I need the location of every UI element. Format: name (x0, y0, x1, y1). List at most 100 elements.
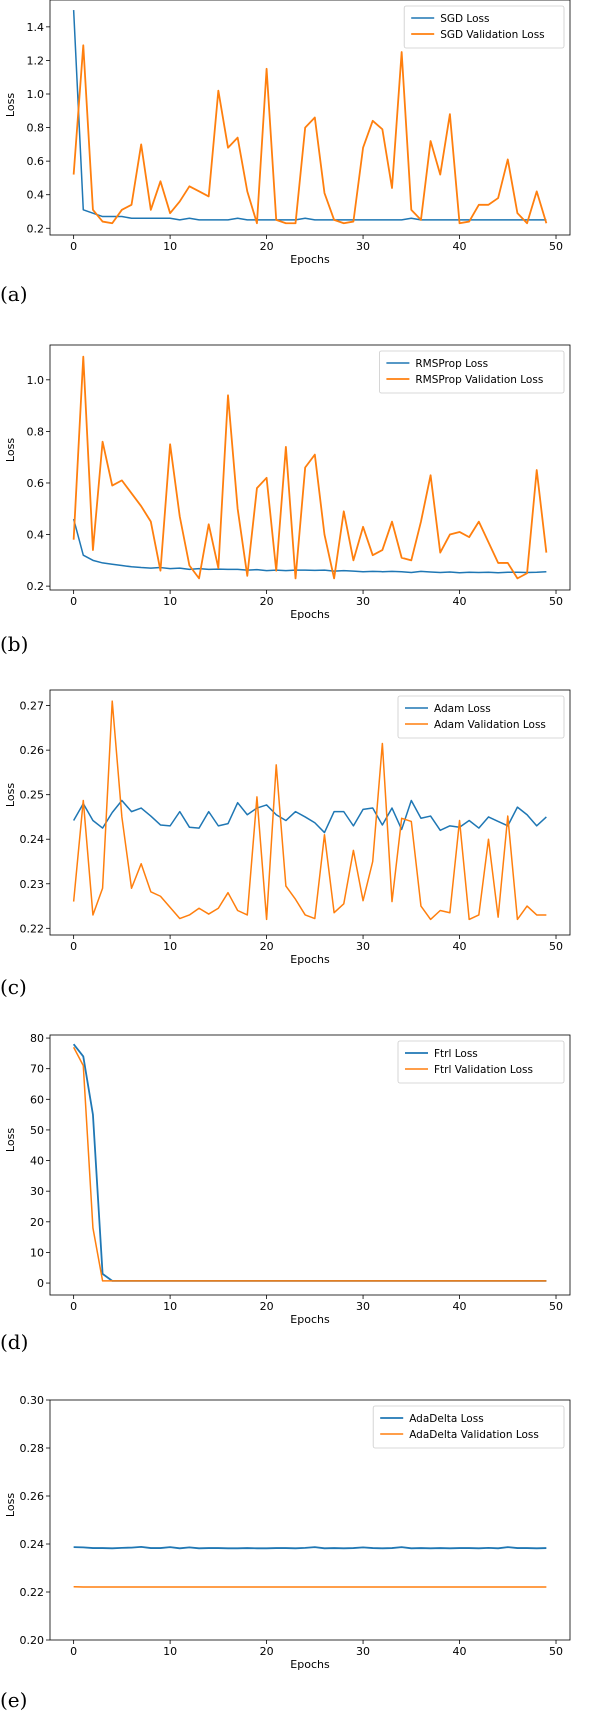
x-tick-label: 40 (453, 240, 467, 253)
legend-label: AdaDelta Validation Loss (409, 1429, 539, 1441)
x-tick-label: 30 (356, 940, 370, 953)
legend-label: Adam Validation Loss (434, 719, 546, 731)
x-tick-label: 10 (163, 1645, 177, 1658)
y-tick-label: 0.24 (20, 1538, 45, 1551)
x-tick-label: 20 (260, 1645, 274, 1658)
chart-b: 0 10 20 30 40 50 0.2 0.4 0.6 0.8 1.0 Epochs Loss RMSP… (0, 345, 592, 690)
y-tick-label: 0.22 (20, 1586, 45, 1599)
x-tick-label: 10 (163, 595, 177, 608)
x-tick-label: 20 (260, 240, 274, 253)
x-tick-label: 20 (260, 940, 274, 953)
y-axis-label: Loss (4, 1493, 17, 1517)
y-tick-label: 0.4 (27, 529, 45, 542)
x-tick-label: 30 (356, 240, 370, 253)
x-tick-label: 40 (453, 595, 467, 608)
y-tick-label: 40 (30, 1155, 44, 1168)
y-tick-label: 0.23 (20, 878, 45, 891)
legend-label: SGD Loss (440, 13, 489, 25)
x-tick-label: 30 (356, 1300, 370, 1313)
y-tick-label: 50 (30, 1124, 44, 1137)
legend-box (398, 1041, 564, 1083)
x-axis-label: Epochs (290, 1313, 330, 1326)
y-tick-label: 0.8 (27, 122, 45, 135)
y-tick-label: 0.6 (27, 477, 45, 490)
y-tick-label: 0.22 (20, 922, 45, 935)
legend-label: SGD Validation Loss (440, 29, 544, 41)
caption-b: (b) (0, 632, 28, 656)
caption-d: (d) (0, 1330, 28, 1354)
y-tick-label: 80 (30, 1032, 44, 1045)
x-tick-label: 0 (70, 595, 77, 608)
x-tick-label: 50 (549, 240, 563, 253)
x-tick-label: 50 (549, 1645, 563, 1658)
x-tick-label: 0 (70, 1645, 77, 1658)
y-tick-label: 0.30 (20, 1394, 45, 1407)
y-tick-label: 1.0 (27, 374, 45, 387)
panel-b: 0 10 20 30 40 50 0.2 0.4 0.6 0.8 1.0 Epochs Loss RMSP… (0, 345, 592, 690)
y-axis-label: Loss (4, 1128, 17, 1152)
panel-c: 0 10 20 30 40 50 0.22 0.23 0.24 0.25 0.26 0.27 Epoch… (0, 690, 592, 1035)
x-tick-label: 20 (260, 1300, 274, 1313)
y-tick-label: 1.2 (27, 54, 45, 67)
x-tick-label: 50 (549, 940, 563, 953)
x-tick-label: 0 (70, 1300, 77, 1313)
caption-e: (e) (0, 1688, 27, 1712)
x-tick-label: 40 (453, 1645, 467, 1658)
y-tick-label: 1.4 (27, 21, 45, 34)
y-axis-label: Loss (4, 783, 17, 807)
y-tick-label: 30 (30, 1185, 44, 1198)
legend-label: Ftrl Loss (434, 1048, 478, 1060)
x-axis-label: Epochs (290, 1658, 330, 1671)
y-tick-label: 20 (30, 1216, 44, 1229)
y-tick-label: 70 (30, 1063, 44, 1076)
x-tick-label: 50 (549, 1300, 563, 1313)
caption-a: (a) (0, 282, 28, 306)
x-tick-label: 50 (549, 595, 563, 608)
y-tick-label: 0.28 (20, 1442, 45, 1455)
x-tick-label: 40 (453, 940, 467, 953)
y-tick-label: 0.2 (27, 222, 45, 235)
y-tick-label: 0.26 (20, 1490, 45, 1503)
caption-c: (c) (0, 975, 27, 999)
x-tick-label: 10 (163, 940, 177, 953)
chart-d: 0 10 20 30 40 50 0 10 20 30 40 50 60 70 80 Epochs Loss Ft… (0, 1035, 592, 1380)
y-axis-label: Loss (4, 93, 17, 117)
panel-e: 0 10 20 30 40 50 0.20 0.22 0.24 0.26 0.28 0.30 Epoch… (0, 1380, 592, 1725)
x-axis-label: Epochs (290, 608, 330, 621)
legend-label: AdaDelta Loss (409, 1413, 483, 1425)
y-tick-label: 60 (30, 1093, 44, 1106)
y-tick-label: 0.6 (27, 155, 45, 168)
x-tick-label: 30 (356, 595, 370, 608)
series-line-train (74, 1547, 547, 1548)
x-tick-label: 0 (70, 940, 77, 953)
chart-a: 0 10 20 30 40 50 0.2 0.4 0.6 0.8 1.0 1.2 1.4 Epochs Lo… (0, 0, 592, 345)
y-tick-label: 0.20 (20, 1634, 45, 1647)
y-tick-label: 0.8 (27, 425, 45, 438)
x-tick-label: 40 (453, 1300, 467, 1313)
chart-e: 0 10 20 30 40 50 0.20 0.22 0.24 0.26 0.28 0.30 Epoch… (0, 1380, 592, 1725)
y-tick-label: 0 (37, 1277, 44, 1290)
y-tick-label: 10 (30, 1246, 44, 1259)
y-tick-label: 0.25 (20, 789, 45, 802)
x-tick-label: 30 (356, 1645, 370, 1658)
x-tick-label: 20 (260, 595, 274, 608)
x-tick-label: 10 (163, 240, 177, 253)
y-tick-label: 0.4 (27, 189, 45, 202)
x-axis-label: Epochs (290, 253, 330, 266)
y-tick-label: 0.2 (27, 580, 45, 593)
y-tick-label: 0.27 (20, 700, 45, 713)
panel-d: 0 10 20 30 40 50 0 10 20 30 40 50 60 70 80 Epochs Loss Ft… (0, 1035, 592, 1380)
y-axis-label: Loss (4, 438, 17, 462)
chart-c: 0 10 20 30 40 50 0.22 0.23 0.24 0.25 0.26 0.27 Epoch… (0, 690, 592, 1035)
y-tick-label: 0.26 (20, 744, 45, 757)
x-tick-label: 0 (70, 240, 77, 253)
series-line-validation (74, 45, 547, 223)
legend-label: Adam Loss (434, 703, 491, 715)
x-axis-label: Epochs (290, 953, 330, 966)
legend-label: RMSProp Loss (415, 358, 488, 370)
panel-a: 0 10 20 30 40 50 0.2 0.4 0.6 0.8 1.0 1.2 1.4 Epochs Lo… (0, 0, 592, 345)
y-tick-label: 0.24 (20, 833, 45, 846)
y-tick-label: 1.0 (27, 88, 45, 101)
legend-label: Ftrl Validation Loss (434, 1064, 533, 1076)
x-tick-label: 10 (163, 1300, 177, 1313)
